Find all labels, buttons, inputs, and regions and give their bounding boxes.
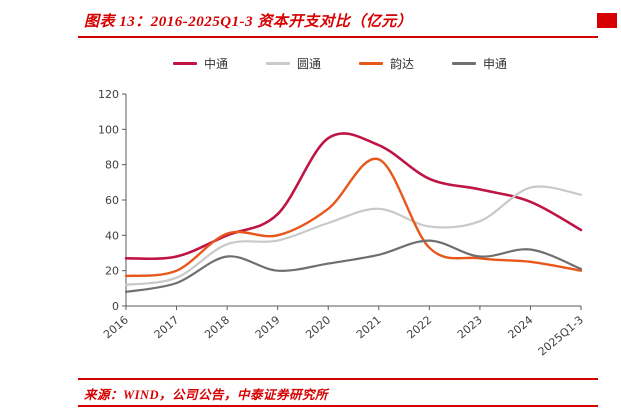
y-tick-label: 120 <box>98 88 119 101</box>
legend-swatch-yunda <box>359 62 383 65</box>
x-tick-label: 2020 <box>303 313 333 341</box>
legend-label-yunda: 韵达 <box>390 57 415 71</box>
footer-bottom-rule <box>78 405 598 407</box>
x-tick-label: 2022 <box>404 313 434 341</box>
y-tick-label: 40 <box>105 229 119 242</box>
legend-label-zhongtong: 中通 <box>203 57 228 71</box>
y-tick-label: 20 <box>105 265 119 278</box>
series-line-yunda <box>124 157 583 278</box>
capex-line-chart: 0 20 40 60 80 100 120 2016 2017 2018 2019 2020 2021 2… <box>98 88 586 358</box>
x-tick-label: 2016 <box>101 313 131 341</box>
y-tick-label: 80 <box>105 159 119 172</box>
legend-label-shentong: 申通 <box>483 57 508 71</box>
x-tick-label: 2023 <box>455 313 485 341</box>
y-tick-label: 100 <box>98 123 119 136</box>
legend-item-yuantong: 圆通 <box>265 55 321 72</box>
footer-top-rule <box>78 378 598 380</box>
x-tick-label: 2019 <box>253 313 283 341</box>
x-tick-label: 2017 <box>152 313 182 341</box>
series-line-zhongtong <box>124 132 583 261</box>
series-line-yuantong <box>124 185 583 286</box>
legend-item-yunda: 韵达 <box>359 55 414 72</box>
corner-decoration <box>597 13 617 28</box>
x-tick-label: 2024 <box>506 313 536 341</box>
y-tick-label: 60 <box>105 194 119 207</box>
legend-item-zhongtong: 中通 <box>172 55 228 72</box>
legend-label-yuantong: 圆通 <box>296 57 321 71</box>
legend-swatch-shentong <box>452 62 477 65</box>
top-rule <box>78 36 598 38</box>
figure-title: 图表 13：2016-2025Q1-3 资本开支对比（亿元） <box>84 14 413 30</box>
series-line-shentong <box>124 239 583 293</box>
chart-legend: 中通 圆通 韵达 申通 <box>90 55 590 72</box>
legend-swatch-yuantong <box>265 62 290 65</box>
x-tick-label: 2018 <box>202 313 232 341</box>
legend-item-shentong: 申通 <box>452 55 507 72</box>
x-tick-label: 2025Q1-3 <box>536 313 586 358</box>
source-note: 来源：WIND，公司公告，中泰证券研究所 <box>84 388 329 402</box>
x-tick-label: 2021 <box>354 313 384 341</box>
legend-swatch-zhongtong <box>172 62 197 65</box>
y-tick-label: 0 <box>112 300 119 313</box>
